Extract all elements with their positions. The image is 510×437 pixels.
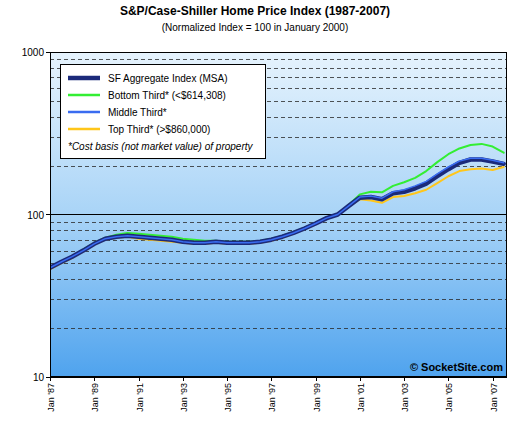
- subtitle: (Normalized Index = 100 in January 2000): [162, 22, 349, 33]
- plot-frame: [51, 53, 507, 377]
- x-tick-label: Jan '91: [135, 383, 145, 412]
- legend-swatch: [68, 94, 100, 97]
- x-tick-label: Jan '93: [179, 383, 189, 412]
- series-lines: [50, 144, 504, 269]
- x-tick-label: Jan '03: [400, 383, 410, 412]
- x-tick-label: Jan '99: [312, 383, 322, 412]
- x-tick: [360, 377, 361, 381]
- legend-swatch: [68, 76, 100, 81]
- y-tick-label: 10: [33, 372, 45, 383]
- minor-grid-line: [50, 299, 507, 300]
- y-tick: [46, 214, 50, 215]
- x-tick-label: Jan '97: [267, 383, 277, 412]
- grid: [50, 53, 507, 378]
- x-tick: [404, 377, 405, 381]
- legend-swatch: [68, 128, 100, 131]
- minor-grid-line: [50, 240, 507, 241]
- legend-box: [61, 65, 266, 159]
- minor-grid-line: [50, 166, 507, 167]
- legend: SF Aggregate Index (MSA) Bottom Third* (<…: [61, 65, 266, 159]
- minor-grid-line: [50, 222, 507, 223]
- y-tick: [46, 52, 50, 53]
- grid-line: [50, 214, 507, 215]
- x-tick: [139, 377, 140, 381]
- legend-label: Bottom Third* (<$614,308): [108, 90, 226, 101]
- x-tick-label: Jan '89: [90, 383, 100, 412]
- title: S&P/Case-Shiller Home Price Index (1987-…: [120, 4, 390, 18]
- x-tick-label: Jan '07: [489, 383, 499, 412]
- legend-label: SF Aggregate Index (MSA): [108, 73, 228, 84]
- x-tick: [271, 377, 272, 381]
- minor-grid-line: [50, 263, 507, 264]
- series-line: [50, 167, 504, 269]
- plot-background: [50, 52, 507, 377]
- x-tick-label: Jan '87: [46, 383, 56, 412]
- minor-grid-line: [50, 230, 507, 231]
- minor-grid-line: [50, 279, 507, 280]
- x-tick: [183, 377, 184, 381]
- legend-label: Top Third* (>$860,000): [108, 124, 210, 135]
- legend-swatch: [68, 111, 100, 114]
- chart: S&P/Case-Shiller Home Price Index (1987-…: [0, 0, 510, 437]
- series-line: [50, 158, 504, 268]
- x-tick: [94, 377, 95, 381]
- series-line: [50, 144, 504, 268]
- y-tick: [46, 377, 50, 378]
- y-tick-label: 100: [27, 210, 44, 221]
- x-tick: [493, 377, 494, 381]
- minor-grid-line: [50, 328, 507, 329]
- footnote: *Cost basis (not market value) of proper…: [68, 141, 254, 152]
- x-tick: [316, 377, 317, 381]
- watermark: © SocketSite.com: [410, 361, 503, 373]
- x-tick-label: Jan '05: [444, 383, 454, 412]
- x-tick-label: Jan '95: [223, 383, 233, 412]
- x-tick-label: Jan '01: [356, 383, 366, 412]
- legend-label: Middle Third*: [108, 107, 167, 118]
- minor-grid-line: [50, 59, 507, 60]
- x-tick: [50, 377, 51, 381]
- minor-grid-line: [50, 251, 507, 252]
- grid-line: [50, 377, 507, 378]
- x-tick: [448, 377, 449, 381]
- y-tick-label: 1000: [22, 47, 45, 58]
- x-tick: [227, 377, 228, 381]
